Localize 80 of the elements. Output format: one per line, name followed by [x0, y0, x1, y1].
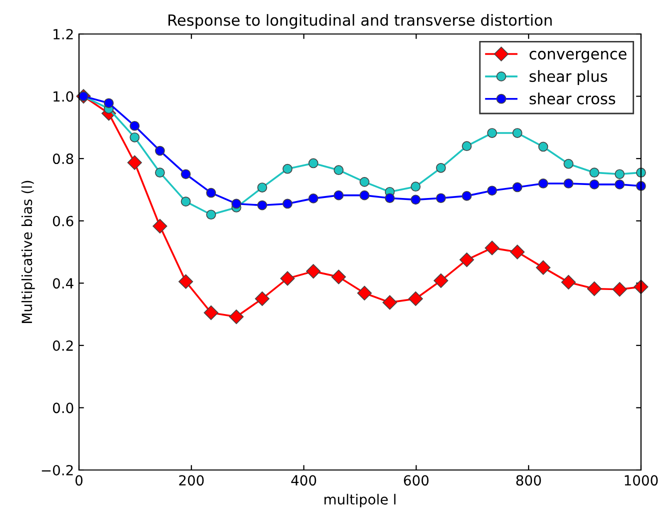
point — [382, 295, 398, 310]
point — [634, 280, 648, 294]
point — [410, 194, 421, 205]
y-axis-title: Multiplicative bias (l) — [21, 180, 35, 323]
point — [564, 158, 574, 169]
point — [512, 182, 522, 192]
point — [280, 271, 295, 286]
point — [334, 190, 344, 200]
x-tick-label: 800 — [516, 475, 541, 486]
point — [154, 168, 165, 178]
point — [538, 178, 548, 188]
legend-label: convergence — [530, 50, 626, 63]
x-axis-title: multipole l — [324, 494, 396, 508]
point — [487, 128, 498, 138]
point — [206, 210, 216, 220]
point — [512, 128, 522, 138]
point — [589, 179, 600, 190]
point — [257, 200, 268, 210]
point — [612, 282, 627, 297]
x-tick-label: 1000 — [624, 475, 658, 486]
y-tick-label: 0.8 — [52, 154, 74, 164]
point — [254, 291, 270, 306]
point — [154, 146, 165, 156]
point — [357, 286, 372, 300]
x-tick-label: 0 — [75, 475, 82, 486]
point — [462, 141, 472, 152]
y-tick-label: −0.2 — [42, 464, 73, 476]
y-tick-label: 0.6 — [52, 216, 74, 226]
point — [587, 281, 602, 296]
point — [434, 273, 448, 288]
point — [589, 168, 600, 178]
point — [360, 190, 370, 200]
point — [231, 198, 242, 209]
point — [206, 188, 216, 198]
point — [282, 198, 292, 209]
point — [462, 191, 472, 201]
point — [204, 305, 218, 320]
point — [130, 132, 140, 142]
point — [127, 155, 142, 170]
x-tick-label: 600 — [404, 475, 429, 486]
point — [180, 196, 191, 206]
point — [484, 240, 500, 256]
y-tick-label: 0.0 — [52, 402, 74, 414]
point — [360, 176, 370, 187]
legend-label: shear plus — [530, 70, 608, 85]
point — [614, 169, 625, 180]
point — [180, 169, 191, 180]
point — [436, 193, 446, 204]
legend-label: shear cross — [530, 92, 616, 104]
point — [561, 274, 576, 290]
point — [229, 309, 244, 324]
point — [487, 186, 498, 196]
point — [384, 193, 395, 204]
chart-title: Response to longitudinal and transverse distortion — [168, 14, 552, 29]
point — [538, 142, 548, 152]
x-tick-label: 400 — [291, 475, 316, 486]
point — [614, 179, 625, 190]
point — [178, 274, 194, 289]
y-tick-label: 1.2 — [54, 28, 73, 40]
point — [331, 270, 346, 284]
point — [104, 98, 114, 108]
point — [308, 158, 318, 168]
point — [536, 260, 551, 275]
point — [257, 182, 268, 192]
point — [282, 164, 292, 174]
point — [308, 194, 318, 204]
point — [152, 218, 168, 234]
point — [459, 252, 474, 268]
y-tick-label: 1.0 — [54, 91, 74, 102]
y-tick-label: 0.2 — [52, 340, 73, 351]
point — [306, 264, 321, 279]
point — [130, 120, 140, 131]
x-tick-label: 200 — [179, 475, 204, 486]
point — [334, 165, 344, 176]
point — [510, 244, 525, 260]
y-tick-label: 0.4 — [52, 278, 74, 289]
point — [436, 162, 446, 173]
point — [410, 182, 421, 192]
point — [408, 291, 423, 306]
point — [564, 178, 574, 188]
